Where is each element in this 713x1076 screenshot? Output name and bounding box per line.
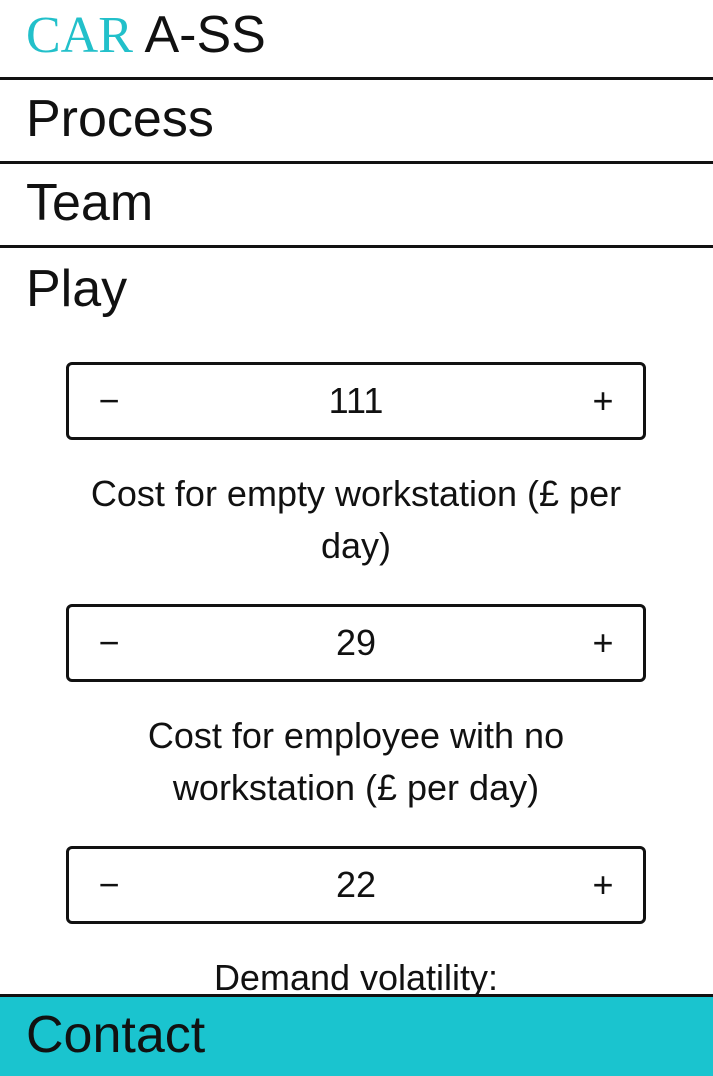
main-nav: Process Team — [0, 80, 713, 248]
nav-item-label: Team — [26, 173, 154, 232]
section-title: Play — [26, 260, 128, 318]
increment-button[interactable]: + — [592, 622, 614, 663]
decrement-button[interactable]: − — [98, 380, 120, 421]
increment-button[interactable]: + — [592, 380, 614, 421]
nav-item-team[interactable]: Team — [0, 164, 713, 248]
decrement-button[interactable]: − — [98, 622, 120, 663]
nav-item-play[interactable]: Play — [0, 248, 713, 338]
stepper-value[interactable]: 22 — [335, 864, 377, 905]
nav-item-process[interactable]: Process — [0, 80, 713, 164]
stepper-value[interactable]: 111 — [328, 380, 384, 421]
contact-bar[interactable]: Contact — [0, 994, 713, 1076]
demand-volatility-stepper: − 22 + — [66, 846, 646, 924]
decrement-button[interactable]: − — [98, 864, 120, 905]
logo[interactable]: CAR A-SS — [26, 9, 266, 62]
site-header: CAR A-SS — [0, 0, 713, 80]
stepper-caption: Cost for employee with no workstation (£… — [147, 715, 565, 808]
nav-item-label: Process — [26, 89, 214, 148]
increment-button[interactable]: + — [592, 864, 614, 905]
contact-label: Contact — [26, 1005, 206, 1064]
stepper-caption: Demand volatility: — [213, 957, 499, 998]
stepper-value[interactable]: 29 — [335, 622, 377, 663]
stepper-caption: Cost for empty workstation (£ per day) — [90, 473, 622, 566]
no-workstation-cost-stepper: − 29 + — [66, 604, 646, 682]
logo-accent-text: CAR — [26, 7, 133, 64]
play-section: Play − 111 + Cost for empty workstation … — [0, 248, 713, 998]
logo-rest-text: A-SS — [144, 6, 266, 64]
empty-workstation-cost-stepper: − 111 + — [66, 362, 646, 440]
